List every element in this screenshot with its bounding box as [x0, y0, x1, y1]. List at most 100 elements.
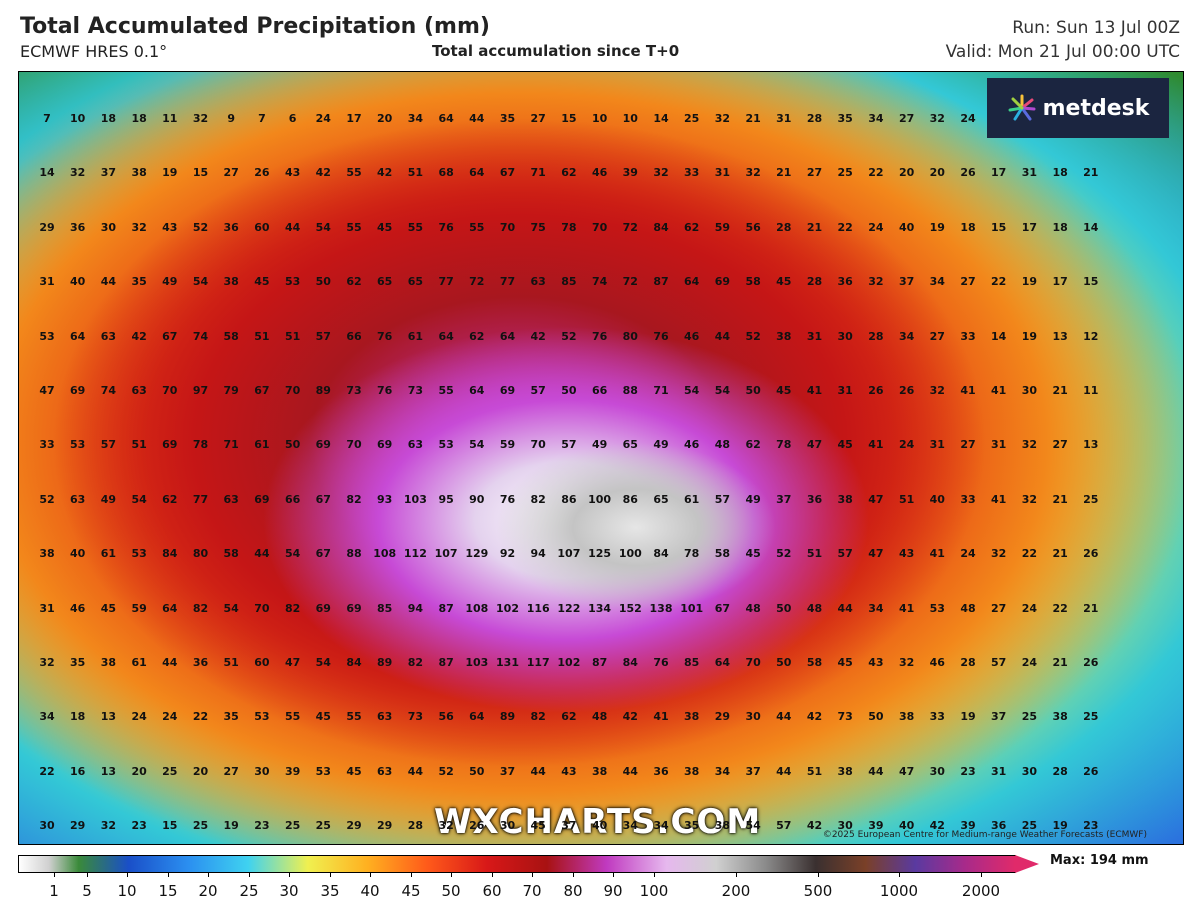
precip-value: 63 [407, 438, 424, 452]
precip-value: 40 [70, 275, 86, 289]
precip-value: 64 [684, 275, 700, 289]
precip-value: 35 [70, 656, 86, 669]
legend-tickmark [127, 872, 128, 877]
legend-tickmark [981, 872, 982, 877]
precip-value: 38 [898, 710, 915, 724]
precip-value: 48 [806, 601, 823, 615]
legend-tick-label: 5 [82, 882, 92, 900]
precip-value: 10 [591, 112, 608, 125]
precip-value: 102 [496, 601, 519, 615]
precip-value: 42 [806, 710, 823, 724]
precip-value: 55 [346, 166, 362, 180]
precip-value: 38 [684, 710, 700, 724]
precip-value: 76 [377, 384, 393, 397]
precip-value: 61 [684, 492, 700, 506]
precip-value: 32 [991, 547, 1007, 561]
precip-value: 67 [162, 329, 178, 343]
precip-value: 21 [1083, 166, 1099, 180]
precip-value: 70 [254, 601, 270, 615]
precip-value: 64 [469, 384, 485, 397]
precip-value: 30 [837, 819, 853, 833]
metdesk-logo-icon [1008, 94, 1036, 121]
precip-value: 22 [868, 166, 884, 180]
precip-value: 64 [438, 112, 454, 125]
precip-value: 73 [407, 710, 424, 724]
precip-value: 30 [1021, 764, 1038, 778]
precip-value: 56 [438, 710, 454, 724]
precip-value: 26 [960, 166, 976, 180]
precip-value: 50 [284, 438, 301, 452]
precip-value: 28 [776, 220, 792, 234]
precip-value: 45 [530, 819, 546, 833]
precip-value: 13 [1052, 329, 1068, 343]
precip-value: 44 [837, 601, 853, 615]
precip-value: 29 [377, 819, 393, 833]
legend-max-label: Max: 194 mm [1050, 853, 1149, 868]
precip-value: 108 [465, 601, 489, 615]
precip-value: 90 [469, 492, 485, 506]
precip-value: 21 [776, 166, 792, 180]
precip-value: 45 [254, 275, 270, 289]
precip-value: 54 [745, 819, 761, 833]
precip-value: 34 [868, 112, 884, 125]
precip-value: 46 [929, 656, 945, 669]
precip-value: 89 [315, 384, 331, 397]
precip-value: 70 [745, 656, 761, 669]
precip-value: 58 [223, 547, 239, 561]
precip-value: 54 [469, 438, 485, 452]
precip-value: 32 [100, 819, 117, 833]
precip-value: 37 [100, 166, 117, 180]
precip-value: 37 [776, 492, 792, 506]
precip-value: 42 [377, 166, 393, 180]
precip-value: 30 [837, 329, 853, 343]
precip-value: 27 [223, 166, 239, 180]
precip-value: 49 [162, 275, 178, 289]
precip-value: 63 [377, 764, 393, 778]
precip-value: 26 [1083, 547, 1099, 561]
precip-value: 39 [622, 166, 638, 180]
precip-value: 28 [1052, 764, 1068, 778]
precip-value: 57 [315, 329, 331, 343]
precip-value: 49 [653, 438, 669, 452]
legend-tick-label: 1 [49, 882, 59, 900]
precip-value: 31 [806, 329, 823, 343]
precip-value: 84 [622, 656, 638, 669]
precip-value: 84 [162, 547, 178, 561]
precip-value: 85 [684, 656, 700, 669]
precip-value: 23 [131, 819, 147, 833]
legend-tickmark [532, 872, 533, 877]
precip-value: 122 [557, 601, 581, 615]
precip-value: 84 [653, 547, 669, 561]
legend-tickmark [451, 872, 452, 877]
precip-value: 41 [929, 547, 945, 561]
run-label: Run: Sun 13 Jul 00Z [1012, 18, 1180, 38]
precip-value: 33 [39, 438, 55, 452]
precip-value: 63 [223, 492, 239, 506]
precip-value: 42 [929, 819, 945, 833]
precip-value: 37 [991, 710, 1007, 724]
legend-tickmark [818, 872, 819, 877]
precip-value: 20 [898, 166, 915, 180]
precip-value: 50 [469, 764, 485, 778]
precip-value: 15 [1083, 275, 1099, 289]
precip-value: 48 [591, 710, 608, 724]
precip-value: 35 [499, 112, 516, 125]
precip-value: 51 [806, 547, 823, 561]
precip-value: 63 [131, 384, 147, 397]
precip-value: 63 [100, 329, 117, 343]
precip-value: 61 [407, 329, 424, 343]
precip-value: 41 [653, 710, 669, 724]
precip-value: 64 [70, 329, 86, 343]
precip-value: 18 [1052, 166, 1068, 180]
precip-value: 93 [377, 492, 393, 506]
legend-tick-label: 100 [639, 882, 669, 900]
precip-value: 23 [1083, 819, 1099, 833]
precip-value: 34 [653, 819, 669, 833]
precip-value: 79 [223, 384, 239, 397]
precip-value: 78 [684, 547, 700, 561]
precip-value: 16 [70, 764, 86, 778]
precip-value: 52 [39, 492, 55, 506]
precip-value: 63 [530, 275, 546, 289]
precip-value: 25 [1021, 819, 1038, 833]
precip-value: 21 [1083, 601, 1099, 615]
